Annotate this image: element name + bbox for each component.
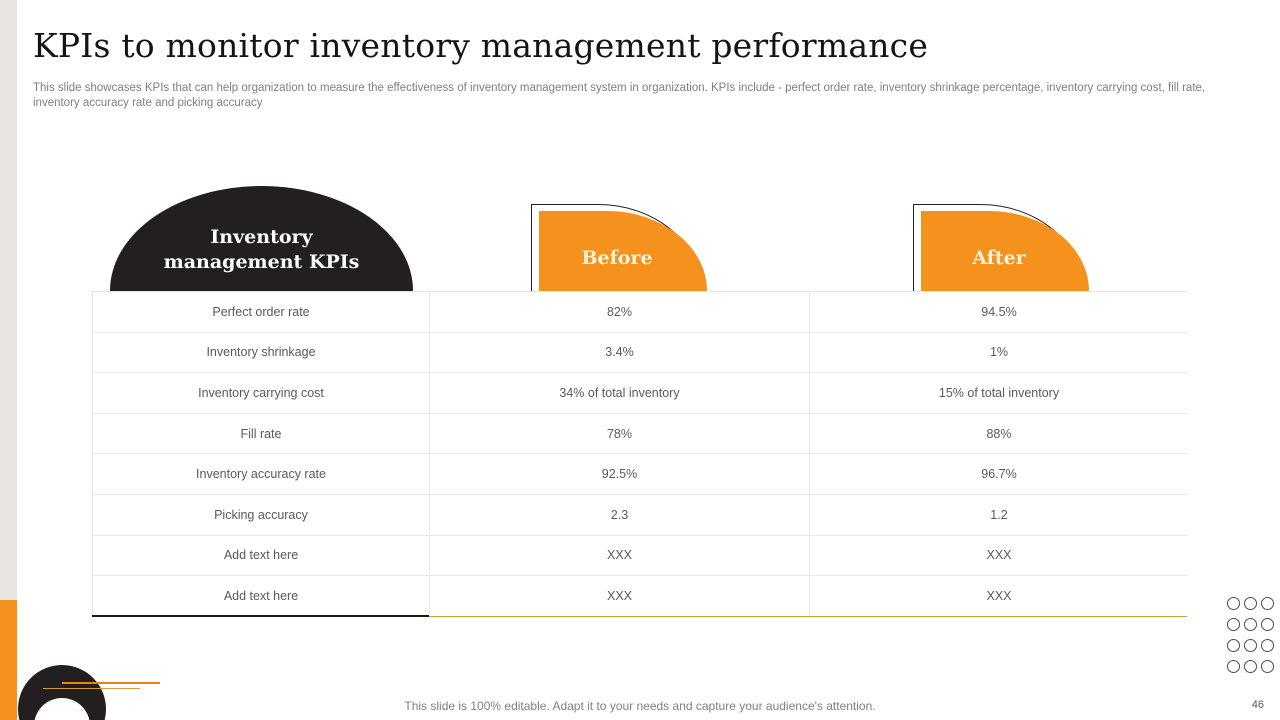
donut-hole: [34, 698, 90, 720]
decorative-circle: [1261, 597, 1274, 610]
decorative-circle: [1244, 597, 1257, 610]
kpi-cell: Inventory accuracy rate: [93, 454, 429, 495]
slide-description: This slide showcases KPIs that can help …: [33, 82, 1206, 109]
kpi-cell: Inventory carrying cost: [93, 373, 429, 414]
table-bottom-accent-gold: [429, 615, 1187, 617]
decorative-circle: [1244, 639, 1257, 652]
table-bottom-accent-black: [92, 615, 429, 617]
kpi-cell: Perfect order rate: [93, 292, 429, 333]
after-cell: 1%: [809, 332, 1188, 374]
kpi-header-dome: Inventory management KPIs: [110, 186, 413, 291]
decorative-circle: [1227, 639, 1240, 652]
left-gray-stripe: [0, 0, 17, 600]
before-cell: 34% of total inventory: [429, 373, 809, 414]
before-cell: 3.4%: [429, 332, 809, 374]
decorative-line: [62, 682, 160, 684]
kpi-cell: Picking accuracy: [93, 494, 429, 536]
after-cell: 1.2: [809, 494, 1188, 536]
before-cell: 2.3: [429, 494, 809, 536]
decorative-circle: [1261, 639, 1274, 652]
left-orange-stripe: [0, 600, 17, 720]
before-placeholder-cell: XXX: [429, 535, 809, 577]
before-cell: 92.5%: [429, 454, 809, 495]
decorative-circle: [1227, 618, 1240, 631]
decorative-circle: [1261, 660, 1274, 673]
page-title: KPIs to monitor inventory management per…: [33, 26, 929, 65]
after-cell: 94.5%: [809, 292, 1188, 333]
decorative-line: [43, 688, 140, 689]
decorative-circle-grid: [1227, 597, 1274, 673]
decorative-circle: [1244, 618, 1257, 631]
decorative-circle: [1227, 660, 1240, 673]
kpi-cell: Inventory shrinkage: [93, 332, 429, 374]
before-cell: 78%: [429, 413, 809, 455]
decorative-circle: [1261, 618, 1274, 631]
after-cell: 15% of total inventory: [809, 373, 1188, 414]
after-header-shape: After: [921, 211, 1089, 291]
after-placeholder-cell: XXX: [809, 576, 1188, 617]
page-number: 46: [1251, 699, 1264, 711]
kpi-placeholder-cell: Add text here: [93, 576, 429, 617]
kpi-table: Perfect order rate 82% 94.5% Inventory s…: [92, 291, 1188, 617]
after-cell: 88%: [809, 413, 1188, 455]
kpi-placeholder-cell: Add text here: [93, 535, 429, 577]
kpi-cell: Fill rate: [93, 413, 429, 455]
kpi-header-label: Inventory management KPIs: [163, 226, 360, 273]
decorative-circle: [1227, 597, 1240, 610]
before-header-label: Before: [581, 247, 653, 269]
before-placeholder-cell: XXX: [429, 576, 809, 617]
after-header-label: After: [972, 247, 1026, 269]
before-cell: 82%: [429, 292, 809, 333]
after-cell: 96.7%: [809, 454, 1188, 495]
after-placeholder-cell: XXX: [809, 535, 1188, 577]
decorative-circle: [1244, 660, 1257, 673]
footer-note: This slide is 100% editable. Adapt it to…: [404, 699, 876, 713]
before-header-shape: Before: [539, 211, 707, 291]
